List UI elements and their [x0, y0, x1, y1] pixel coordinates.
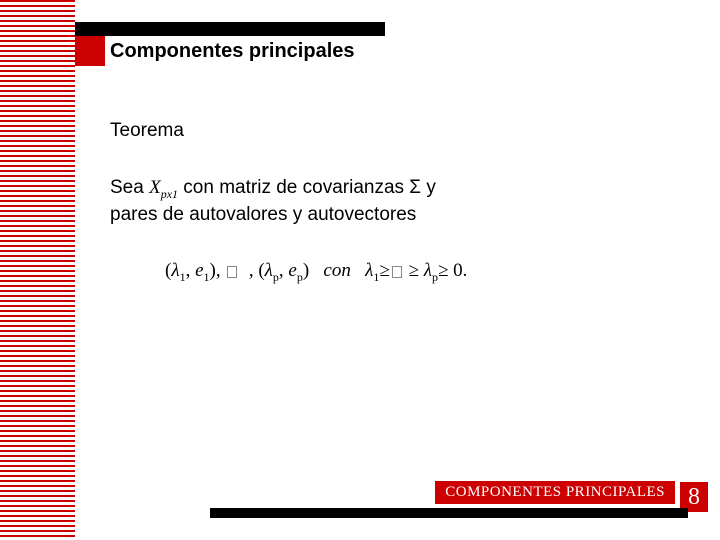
ge-2: ≥: [409, 260, 419, 281]
footer-label: COMPONENTES PRINCIPALES: [435, 481, 675, 504]
slide-title: Componentes principales: [110, 40, 355, 63]
con-label: con: [323, 260, 350, 281]
header-red-block: [75, 36, 105, 66]
footer-black-bar: [210, 508, 688, 518]
var-x-sub: px1: [161, 187, 178, 201]
theorem-body: Sea Xpx1 con matriz de covarianzas Σ y p…: [110, 175, 630, 228]
lambda-1: λ: [171, 260, 179, 281]
lambda-pb: λ: [424, 260, 432, 281]
left-hatch-decoration: [0, 0, 75, 540]
ellipsis-box-2: [392, 266, 402, 278]
ellipsis-box-1: [227, 266, 237, 278]
zero: 0.: [453, 260, 467, 281]
ge-1: ≥: [379, 260, 389, 281]
e-1: e: [195, 260, 203, 281]
eigenpairs-formula: (λ1, e1), , (λp, ep) con λ1≥ ≥ λp≥ 0.: [165, 260, 467, 285]
e-p: e: [288, 260, 296, 281]
theorem-heading: Teorema: [110, 120, 184, 142]
lambda-p: λ: [265, 260, 273, 281]
body-post: con matriz de covarianzas Σ y: [178, 177, 436, 198]
header-black-bar: [75, 22, 385, 36]
var-x: X: [149, 177, 161, 198]
ge-3: ≥: [438, 260, 448, 281]
body-pre: Sea: [110, 177, 149, 198]
body-line2: pares de autovalores y autovectores: [110, 204, 416, 225]
